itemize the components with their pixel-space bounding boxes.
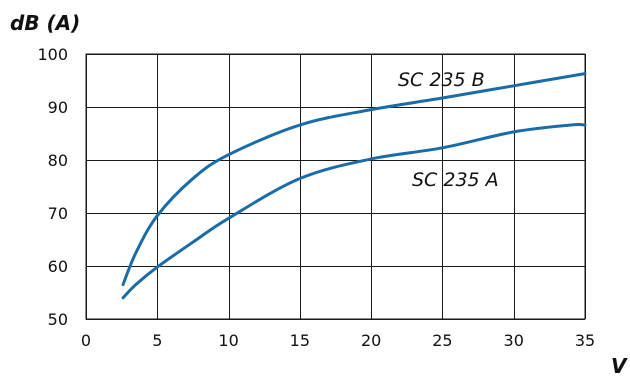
series-label-sc-235-b: SC 235 B [398, 69, 485, 91]
y-tick-label: 50 [48, 310, 68, 329]
x-tick-label: 5 [152, 331, 162, 350]
plot-frame [85, 53, 586, 320]
x-tick-label: 15 [290, 331, 310, 350]
y-axis-title: dB (A) [10, 11, 80, 35]
x-tick-label: 35 [575, 331, 595, 350]
grid [86, 54, 586, 320]
tick-labels: 50 60 70 80 90 100 0 5 10 15 20 25 30 35 [37, 45, 595, 350]
y-tick-label: 90 [48, 98, 68, 117]
y-tick-label: 80 [48, 151, 68, 170]
x-tick-label: 0 [81, 331, 91, 350]
x-axis-title: V [611, 354, 628, 378]
y-tick-label: 60 [48, 257, 68, 276]
series-lines [121, 72, 587, 300]
series-labels: SC 235 B SC 235 A [398, 69, 499, 191]
x-tick-label: 25 [432, 331, 452, 350]
series-label-sc-235-a: SC 235 A [412, 169, 499, 191]
y-tick-label: 100 [37, 45, 68, 64]
x-tick-label: 20 [361, 331, 381, 350]
series-line-sc-235-a [121, 123, 587, 300]
x-tick-label: 30 [504, 331, 524, 350]
x-tick-label: 10 [218, 331, 238, 350]
y-tick-label: 70 [48, 204, 68, 223]
series-line-sc-235-b [121, 72, 587, 287]
